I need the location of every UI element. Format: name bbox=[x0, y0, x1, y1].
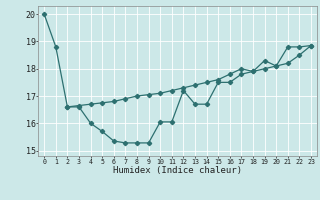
X-axis label: Humidex (Indice chaleur): Humidex (Indice chaleur) bbox=[113, 166, 242, 175]
